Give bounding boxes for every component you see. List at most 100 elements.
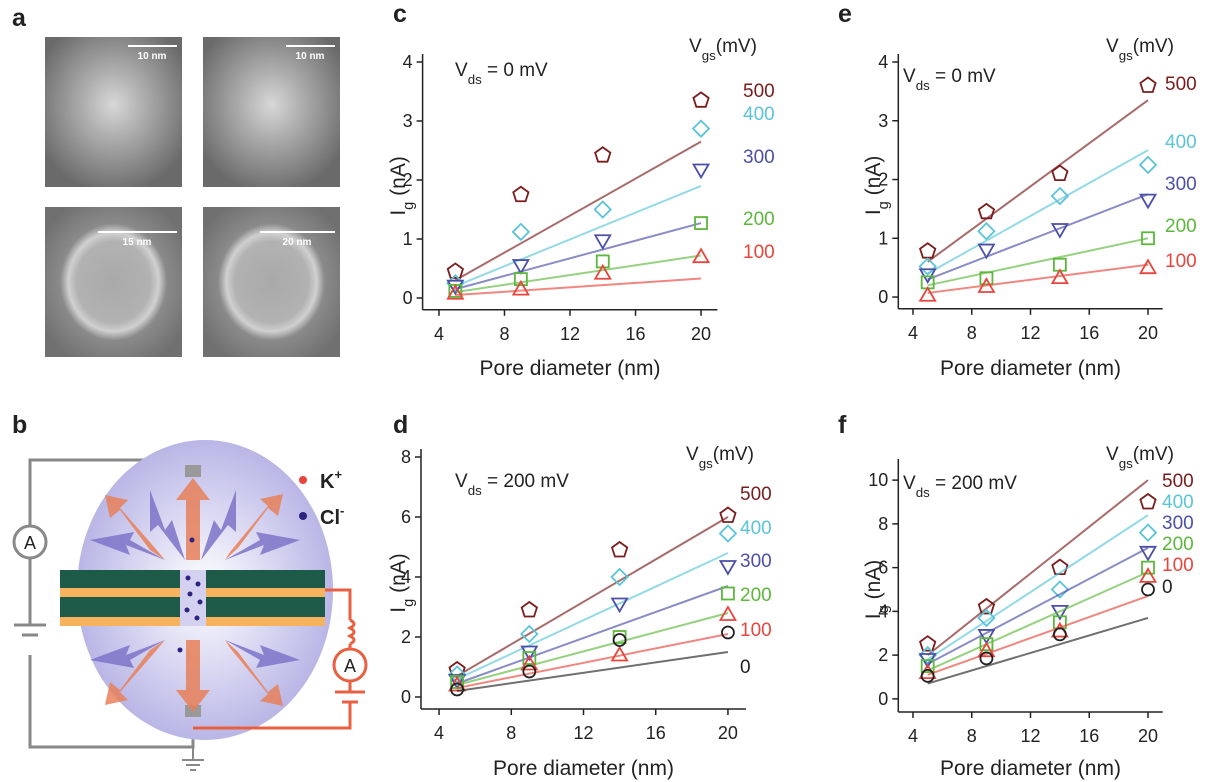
y-tick-label: 8 xyxy=(401,447,411,467)
marker xyxy=(1050,223,1069,239)
tem-image xyxy=(203,37,340,187)
x-tick-label: 4 xyxy=(434,723,444,743)
fit-line xyxy=(927,547,1149,665)
legend-label: 0 xyxy=(740,657,751,678)
legend-label: 300 xyxy=(1165,174,1197,195)
marker xyxy=(918,285,937,302)
x-axis-label: Pore diameter (nm) xyxy=(940,757,1121,780)
marker xyxy=(721,625,735,640)
subscript: g xyxy=(876,201,892,209)
text: (nA) xyxy=(862,156,885,202)
legend-label: 100 xyxy=(740,620,772,641)
legend-label: K+ xyxy=(320,467,342,493)
marker xyxy=(522,664,537,679)
y-tick-label: 2 xyxy=(878,645,888,665)
marker xyxy=(1139,76,1157,93)
electrode xyxy=(185,465,201,477)
wire xyxy=(325,588,352,620)
fit-line xyxy=(456,612,729,686)
legend-label: 300 xyxy=(740,551,772,572)
x-tick-label: 12 xyxy=(1020,726,1040,746)
x-tick-label: 20 xyxy=(1138,726,1158,746)
marker xyxy=(593,234,612,251)
symbol: V xyxy=(686,444,699,465)
x-tick-label: 12 xyxy=(1020,323,1040,343)
legend-title: Vgs(mV) xyxy=(1106,36,1174,63)
wire xyxy=(193,702,352,730)
legend-title: Vgs(mV) xyxy=(686,444,754,471)
marker xyxy=(692,91,710,108)
subscript: g xyxy=(401,202,417,210)
panel-label: e xyxy=(838,0,852,28)
marker xyxy=(977,641,996,658)
symbol: V xyxy=(903,66,916,87)
symbol: I xyxy=(862,209,885,215)
marker xyxy=(718,560,738,576)
marker xyxy=(1050,268,1069,285)
legend-title: Vgs(mV) xyxy=(689,36,757,63)
marker xyxy=(977,277,996,293)
marker xyxy=(1138,193,1158,210)
y-tick-label: 3 xyxy=(403,111,413,131)
x-tick-label: 16 xyxy=(1079,726,1099,746)
marker xyxy=(520,624,539,644)
marker xyxy=(520,645,539,662)
symbol: V xyxy=(1106,444,1119,465)
x-tick-label: 16 xyxy=(625,324,645,344)
marker xyxy=(446,283,465,300)
y-tick-label: 1 xyxy=(403,229,413,249)
symbol: V xyxy=(903,473,916,494)
marker xyxy=(1138,258,1158,275)
marker xyxy=(1139,492,1157,510)
legend-label: 500 xyxy=(1162,471,1194,492)
subscript: gs xyxy=(1119,456,1133,471)
nanopore-diagram: A A K+ Cl- xyxy=(12,440,368,771)
marker xyxy=(721,586,735,601)
fit-line xyxy=(455,222,702,291)
y-tick-label: 2 xyxy=(878,170,888,190)
fit-line xyxy=(455,254,702,294)
y-tick-label: 0 xyxy=(878,689,888,709)
subscript: ds xyxy=(916,485,930,500)
marker xyxy=(520,654,539,671)
legend-label: 400 xyxy=(743,104,775,125)
panel-label: a xyxy=(12,4,27,32)
y-tick-label: 0 xyxy=(878,287,888,307)
subscript: g xyxy=(876,605,892,613)
marker xyxy=(691,119,711,138)
x-axis-label: Pore diameter (nm) xyxy=(940,357,1121,380)
marker xyxy=(612,633,627,647)
marker xyxy=(920,659,935,673)
marker xyxy=(448,674,467,690)
fit-line xyxy=(927,479,1149,656)
marker xyxy=(977,629,996,645)
x-tick-label: 4 xyxy=(434,324,444,344)
marker xyxy=(1141,582,1155,597)
marker xyxy=(1052,627,1067,642)
marker xyxy=(719,506,737,523)
fit-line xyxy=(456,585,729,685)
legend-label: 100 xyxy=(1165,251,1197,272)
x-axis-label: Pore diameter (nm) xyxy=(480,357,661,380)
marker xyxy=(1138,523,1158,542)
fit-line xyxy=(927,514,1149,661)
subscript: gs xyxy=(702,48,716,63)
symbol: V xyxy=(455,471,468,492)
x-tick-label: 8 xyxy=(506,723,516,743)
scale-label: 15 nm xyxy=(123,237,152,248)
symbol: V xyxy=(455,60,468,81)
marker xyxy=(610,597,629,614)
y-axis-label: Ig (nA) xyxy=(387,156,417,216)
annotation: Vds = 0 mV xyxy=(903,66,996,93)
annotation: Vds = 200 mV xyxy=(903,473,1017,500)
arrows-k xyxy=(105,478,283,712)
marker xyxy=(1138,545,1158,562)
marker xyxy=(920,669,935,683)
marker xyxy=(513,272,528,287)
marker xyxy=(977,221,996,241)
tem-images: 10 nm 10 nm 15 nm 20 nm xyxy=(45,37,340,357)
marker xyxy=(977,608,996,628)
marker xyxy=(979,271,994,286)
